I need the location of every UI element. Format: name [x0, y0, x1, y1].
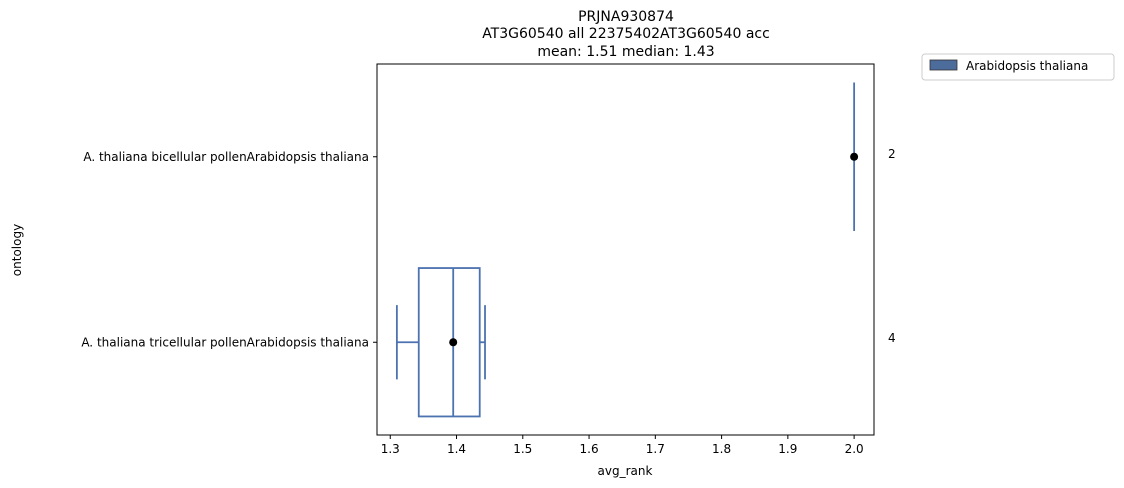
legend-entry-arabidopsis-thaliana: Arabidopsis thaliana [966, 59, 1088, 73]
y-tick-label: A. thaliana tricellular pollenArabidopsi… [81, 335, 369, 349]
x-tick-label: 1.6 [580, 442, 599, 456]
count-label-tricellular: 4 [888, 331, 896, 345]
x-tick-label: 1.8 [712, 442, 731, 456]
legend-frame [921, 53, 1115, 81]
mean-point [850, 152, 859, 161]
x-tick-label: 1.4 [447, 442, 466, 456]
x-tick-label: 1.9 [778, 442, 797, 456]
x-tick-label: 1.5 [513, 442, 532, 456]
count-label-bicellular: 2 [888, 147, 896, 161]
plot-frame [376, 63, 875, 436]
legend-swatch [929, 59, 958, 71]
x-tick-label: 1.3 [381, 442, 400, 456]
chart-title-line-3: mean: 1.51 median: 1.43 [537, 44, 714, 60]
mean-point [449, 338, 458, 347]
legend: Arabidopsis thaliana [921, 53, 1115, 81]
x-tick-label: 1.7 [646, 442, 665, 456]
chart-title-line-1: PRJNA930874 [578, 9, 674, 25]
y-tick-label: A. thaliana bicellular pollenArabidopsis… [83, 150, 369, 164]
x-axis-label: avg_rank [598, 464, 653, 478]
chart-title-line-2: AT3G60540 all 22375402AT3G60540 acc [482, 26, 770, 42]
x-tick-label: 2.0 [845, 442, 864, 456]
y-axis-label: ontology [10, 224, 24, 276]
